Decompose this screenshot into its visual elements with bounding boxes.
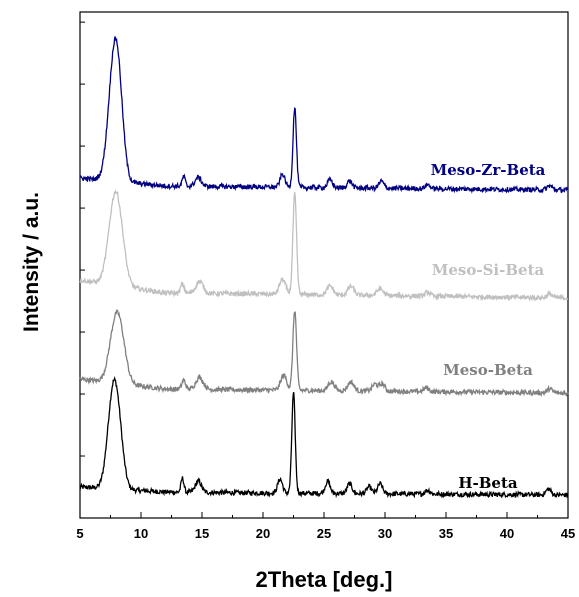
x-tick-label: 5 [76, 526, 83, 541]
x-axis-ticks: 5 10 15 20 25 30 35 40 45 [76, 512, 575, 541]
series-label-meso-zr-beta: Meso-Zr-Beta [431, 161, 546, 179]
x-tick-label: 15 [195, 526, 209, 541]
y-axis-ticks [80, 21, 85, 519]
series-line-meso-zr-beta [79, 36, 569, 194]
x-tick-label: 45 [561, 526, 575, 541]
series-label-meso-si-beta: Meso-Si-Beta [432, 261, 545, 279]
series-label-h-beta: H-Beta [458, 474, 518, 492]
x-tick-label: 20 [256, 526, 270, 541]
series-line-meso-si-beta [79, 189, 569, 302]
series-label-meso-beta: Meso-Beta [443, 361, 533, 379]
series-labels: H-Beta Meso-Beta Meso-Si-Beta Meso-Zr-Beta [431, 161, 546, 492]
x-tick-label: 10 [134, 526, 148, 541]
series-group [79, 36, 569, 499]
series-line-h-beta [79, 376, 569, 499]
x-tick-label: 30 [378, 526, 392, 541]
x-tick-label: 40 [500, 526, 514, 541]
series-line-meso-beta [79, 309, 569, 398]
y-axis-title: Intensity / a.u. [20, 192, 43, 332]
x-tick-label: 25 [317, 526, 331, 541]
x-axis-title: 2Theta [deg.] [256, 567, 393, 592]
x-tick-label: 35 [439, 526, 453, 541]
